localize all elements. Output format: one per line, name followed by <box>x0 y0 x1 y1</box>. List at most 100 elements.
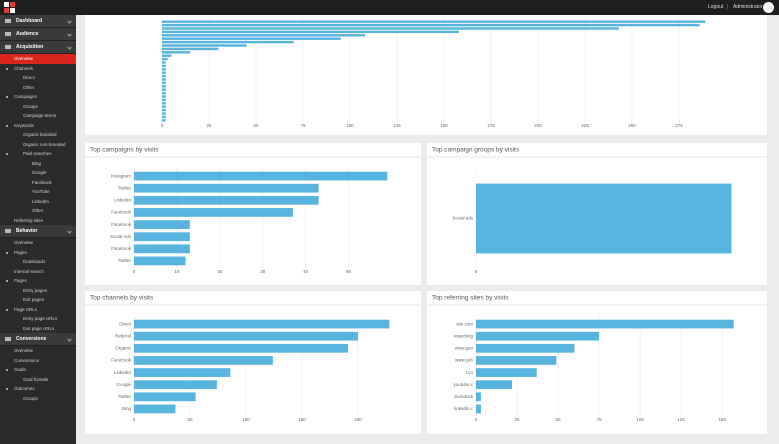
y-tick-label: linkedin.c <box>454 406 474 411</box>
menu-item[interactable]: Other <box>23 84 35 90</box>
menu-item[interactable]: Campaigns <box>0 92 76 102</box>
bar <box>162 88 166 91</box>
x-tick-label: 20 <box>217 269 223 274</box>
menu-item[interactable]: Referring sites <box>14 217 44 223</box>
menu-item[interactable]: Exit page URLs <box>23 325 55 331</box>
user-menu[interactable]: Administrator <box>733 4 763 10</box>
top-bar: Logout | Administrator <box>0 0 779 15</box>
menu-item[interactable]: Paid searches <box>0 149 76 159</box>
y-tick-label: www.goo <box>455 346 474 351</box>
y-tick-label: www.yah <box>455 358 474 363</box>
logout-link[interactable]: Logout <box>708 4 724 10</box>
y-tick-label: Facebook <box>111 222 132 227</box>
bar <box>134 220 190 229</box>
x-tick-label: 30 <box>260 269 266 274</box>
bar <box>476 392 481 402</box>
bar <box>476 380 513 390</box>
menu-item[interactable]: Other <box>32 208 44 213</box>
y-tick-label: Google <box>116 382 131 387</box>
menu-item[interactable]: Keywords <box>0 121 76 131</box>
x-tick-label: 0 <box>475 417 478 422</box>
x-tick-label: 40 <box>303 269 309 274</box>
menu-item[interactable]: Pages <box>0 248 76 258</box>
menu-section[interactable]: Acquisition <box>0 41 76 54</box>
menu-section[interactable]: Audience <box>0 28 76 41</box>
bar <box>162 102 166 105</box>
panel-title: Top campaigns by visits <box>90 147 159 154</box>
menu-item[interactable]: Goals <box>0 365 76 375</box>
menu-item[interactable]: Direct <box>23 75 35 80</box>
menu-item[interactable]: Facebook <box>32 179 52 185</box>
bar <box>162 119 166 122</box>
y-tick-label: Twitter <box>118 394 132 399</box>
x-tick-label: 50 <box>346 269 352 274</box>
x-tick-label: 125 <box>393 123 401 128</box>
x-tick-label: 100 <box>346 123 354 128</box>
bar <box>162 78 166 81</box>
menu-item[interactable]: Overview <box>14 240 33 245</box>
bar <box>162 40 294 44</box>
menu-item[interactable]: Pages <box>0 276 76 286</box>
bar <box>162 112 166 115</box>
bar <box>162 44 247 47</box>
menu-item[interactable]: Outcomes <box>0 384 76 394</box>
x-tick-label: 0 <box>133 417 136 422</box>
y-tick-label: Twitter <box>118 258 132 263</box>
menu-item[interactable]: Exit pages <box>23 297 45 302</box>
x-tick-label: 175 <box>487 123 495 128</box>
x-tick-label: 150 <box>440 123 448 128</box>
menu-item[interactable]: Entry pages <box>23 287 48 293</box>
x-tick-label: 0 <box>475 269 478 274</box>
menu-item[interactable]: Channels <box>0 64 76 74</box>
bar <box>162 108 166 112</box>
bar <box>134 256 186 266</box>
separator: | <box>727 4 729 10</box>
menu-item[interactable]: YouTube <box>32 189 50 194</box>
menu-section[interactable]: Behavior <box>0 225 76 238</box>
y-tick-label: youtube.c <box>453 382 473 387</box>
menu-item[interactable]: Conversions <box>14 357 40 363</box>
menu-item[interactable]: Downloads <box>23 259 46 264</box>
menu-item[interactable]: Overview <box>0 54 76 64</box>
bar <box>162 23 700 27</box>
menu-item[interactable]: Overview <box>14 348 33 353</box>
menu-item[interactable]: Entry page URLs <box>23 316 58 321</box>
menu-item[interactable]: Google <box>32 170 47 175</box>
bar <box>476 356 557 365</box>
bar <box>134 343 348 353</box>
bar <box>134 195 319 205</box>
menu-section[interactable]: Dashboard <box>0 15 76 28</box>
bar <box>476 343 575 353</box>
bar <box>134 380 217 390</box>
menu-item[interactable]: Internal search <box>14 268 44 274</box>
bar <box>162 64 166 68</box>
bar <box>162 68 166 71</box>
menu-item[interactable]: Groups <box>23 103 38 109</box>
bar <box>134 183 319 193</box>
panel-title: Top channels by visits <box>90 295 154 302</box>
menu-item[interactable]: Organic branded <box>23 132 57 137</box>
y-tick-label: LinkedIn <box>114 198 132 203</box>
menu-item[interactable]: Bing <box>32 160 42 166</box>
bar <box>162 115 166 119</box>
menu-item[interactable]: Campaign terms <box>23 113 57 118</box>
bar <box>476 319 734 329</box>
bar <box>476 368 537 377</box>
bar <box>162 51 191 54</box>
menu-item[interactable]: Goal funnels <box>23 376 49 382</box>
bar <box>162 85 166 88</box>
menu-item[interactable]: Groups <box>23 395 38 401</box>
menu-item[interactable]: Organic non-branded <box>23 141 66 147</box>
menu-section[interactable]: Conversions <box>0 333 76 346</box>
x-tick-label: 75 <box>597 417 603 422</box>
bar <box>162 105 166 108</box>
bar <box>134 208 293 217</box>
x-tick-label: 25 <box>206 123 212 128</box>
x-tick-label: 50 <box>253 123 259 128</box>
menu-item[interactable]: LinkedIn <box>32 198 50 204</box>
bar <box>134 404 176 414</box>
x-tick-label: 75 <box>300 123 306 128</box>
avatar[interactable] <box>763 2 774 13</box>
menu-item[interactable]: Page URLs <box>0 305 76 315</box>
